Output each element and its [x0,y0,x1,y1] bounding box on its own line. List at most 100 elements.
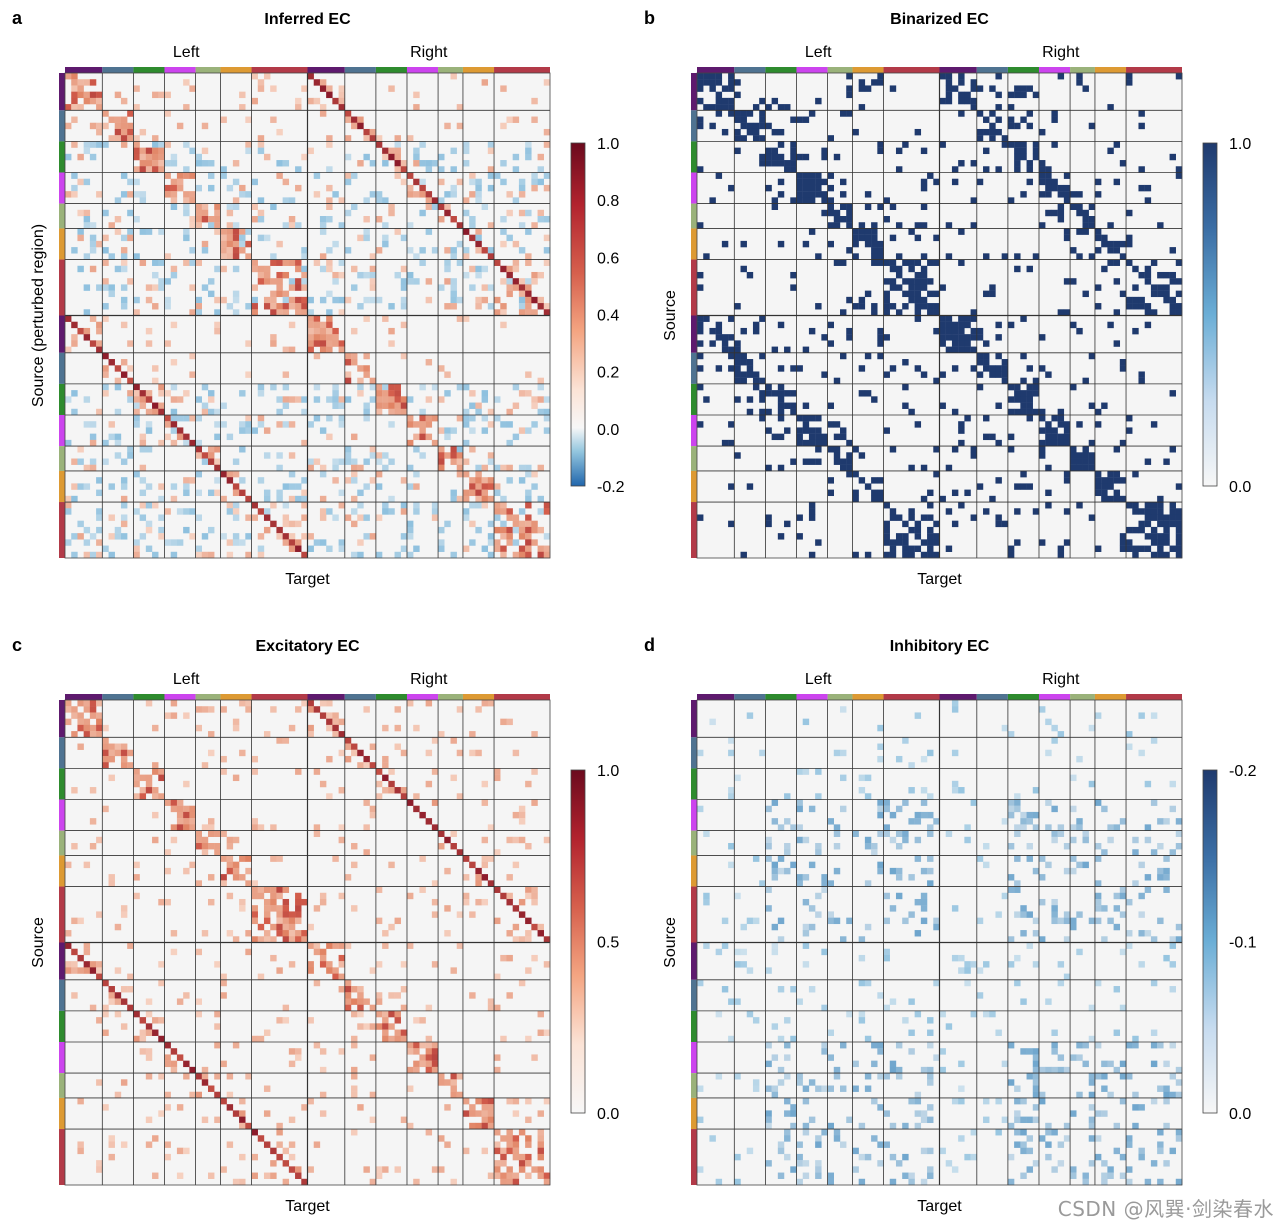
heatmap-cell [970,315,978,322]
heatmap-cell [120,520,128,528]
heatmap-cell [313,414,321,422]
heatmap-cell [877,724,884,732]
heatmap-cell [1063,427,1071,434]
heatmap-cell [895,222,903,229]
heatmap-cell [406,271,414,279]
heatmap-cell [983,1010,990,1018]
heatmap-cell [295,184,302,192]
heatmap-cell [425,700,433,707]
heatmap-cell [475,749,482,757]
region-bar-top [697,694,735,700]
heatmap-cell [958,421,965,428]
heatmap-cell [456,414,464,422]
heatmap-cell [220,234,227,242]
heatmap-cell [1082,452,1089,459]
heatmap-cell [734,147,741,155]
heatmap-cell [282,383,290,391]
heatmap-cell [96,539,103,546]
heatmap-cell [369,1004,377,1012]
heatmap-cell [964,961,971,968]
heatmap-cell [251,886,258,893]
heatmap-cell [1026,365,1033,372]
heatmap-cell [282,923,290,931]
heatmap-cell [450,1085,457,1092]
heatmap-cell [214,433,221,441]
heatmap-cell [1157,818,1164,825]
heatmap-cell [1014,383,1021,391]
heatmap-cell [840,433,847,441]
heatmap-cell [1163,1060,1170,1068]
heatmap-cell [338,97,346,105]
heatmap-cell [208,172,215,179]
heatmap-cell [728,315,735,322]
colorbar-tick-label: -0.1 [1229,935,1257,952]
heatmap-cell [71,334,78,341]
heatmap-cell [759,315,766,322]
heatmap-cell [77,446,84,453]
heatmap-cell [413,178,420,186]
heatmap-cell [512,551,520,559]
heatmap-cell [338,414,346,422]
heatmap-cell [518,818,526,825]
heatmap-cell [239,247,246,254]
heatmap-cell [170,427,178,434]
heatmap-cell [908,1178,915,1186]
heatmap-cell [89,712,97,719]
heatmap-cell [995,104,1002,111]
heatmap-cell [802,197,810,204]
heatmap-cell [152,377,159,385]
heatmap-cell [759,116,766,123]
heatmap-cell [1014,799,1021,806]
heatmap-cell [976,917,984,925]
heatmap-cell [201,1116,209,1124]
heatmap-cell [1138,184,1145,192]
heatmap-cell [120,265,128,273]
heatmap-cell [815,253,822,260]
heatmap-cell [83,464,91,472]
heatmap-cell [1150,737,1158,744]
heatmap-cell [214,446,221,453]
heatmap-cell [802,1160,810,1167]
heatmap-cell [877,1160,884,1167]
heatmap-cell [450,737,457,744]
heatmap-cell [481,855,489,862]
heatmap-cell [895,1066,903,1074]
heatmap-cell [102,749,109,757]
heatmap-cell [951,1097,959,1105]
heatmap-cell [765,1110,772,1117]
region-bar-top [765,694,797,700]
heatmap-cell [1101,1060,1108,1068]
heatmap-cell [815,303,822,310]
heatmap-cell [251,178,258,186]
heatmap-cell [759,97,766,105]
heatmap-cell [301,247,308,254]
heatmap-cell [759,122,766,130]
heatmap-cell [902,836,909,844]
heatmap-cell [276,1153,283,1161]
heatmap-cell [543,259,551,266]
heatmap-cell [1063,197,1071,204]
heatmap-cell [469,178,476,186]
heatmap-cell [777,153,785,161]
heatmap-cell [1126,731,1133,738]
heatmap-cell [902,402,909,409]
heatmap-cell [450,427,457,434]
heatmap-cell [288,1116,296,1124]
heatmap-cell [195,1010,202,1018]
heatmap-cell [152,1172,159,1179]
heatmap-cell [226,477,234,484]
heatmap-cell [375,135,383,142]
heatmap-cell [145,1023,153,1030]
region-bar-top [438,694,463,700]
heatmap-cell [1020,116,1027,123]
heatmap-cell [715,365,723,372]
heatmap-cell [908,464,915,472]
heatmap-cell [375,396,383,403]
heatmap-cell [920,514,928,521]
heatmap-cell [363,296,370,304]
heatmap-cell [1038,414,1046,422]
heatmap-cell [133,421,140,428]
heatmap-cell [1051,1041,1058,1049]
heatmap-cell [914,545,922,552]
heatmap-cell [512,1172,520,1179]
